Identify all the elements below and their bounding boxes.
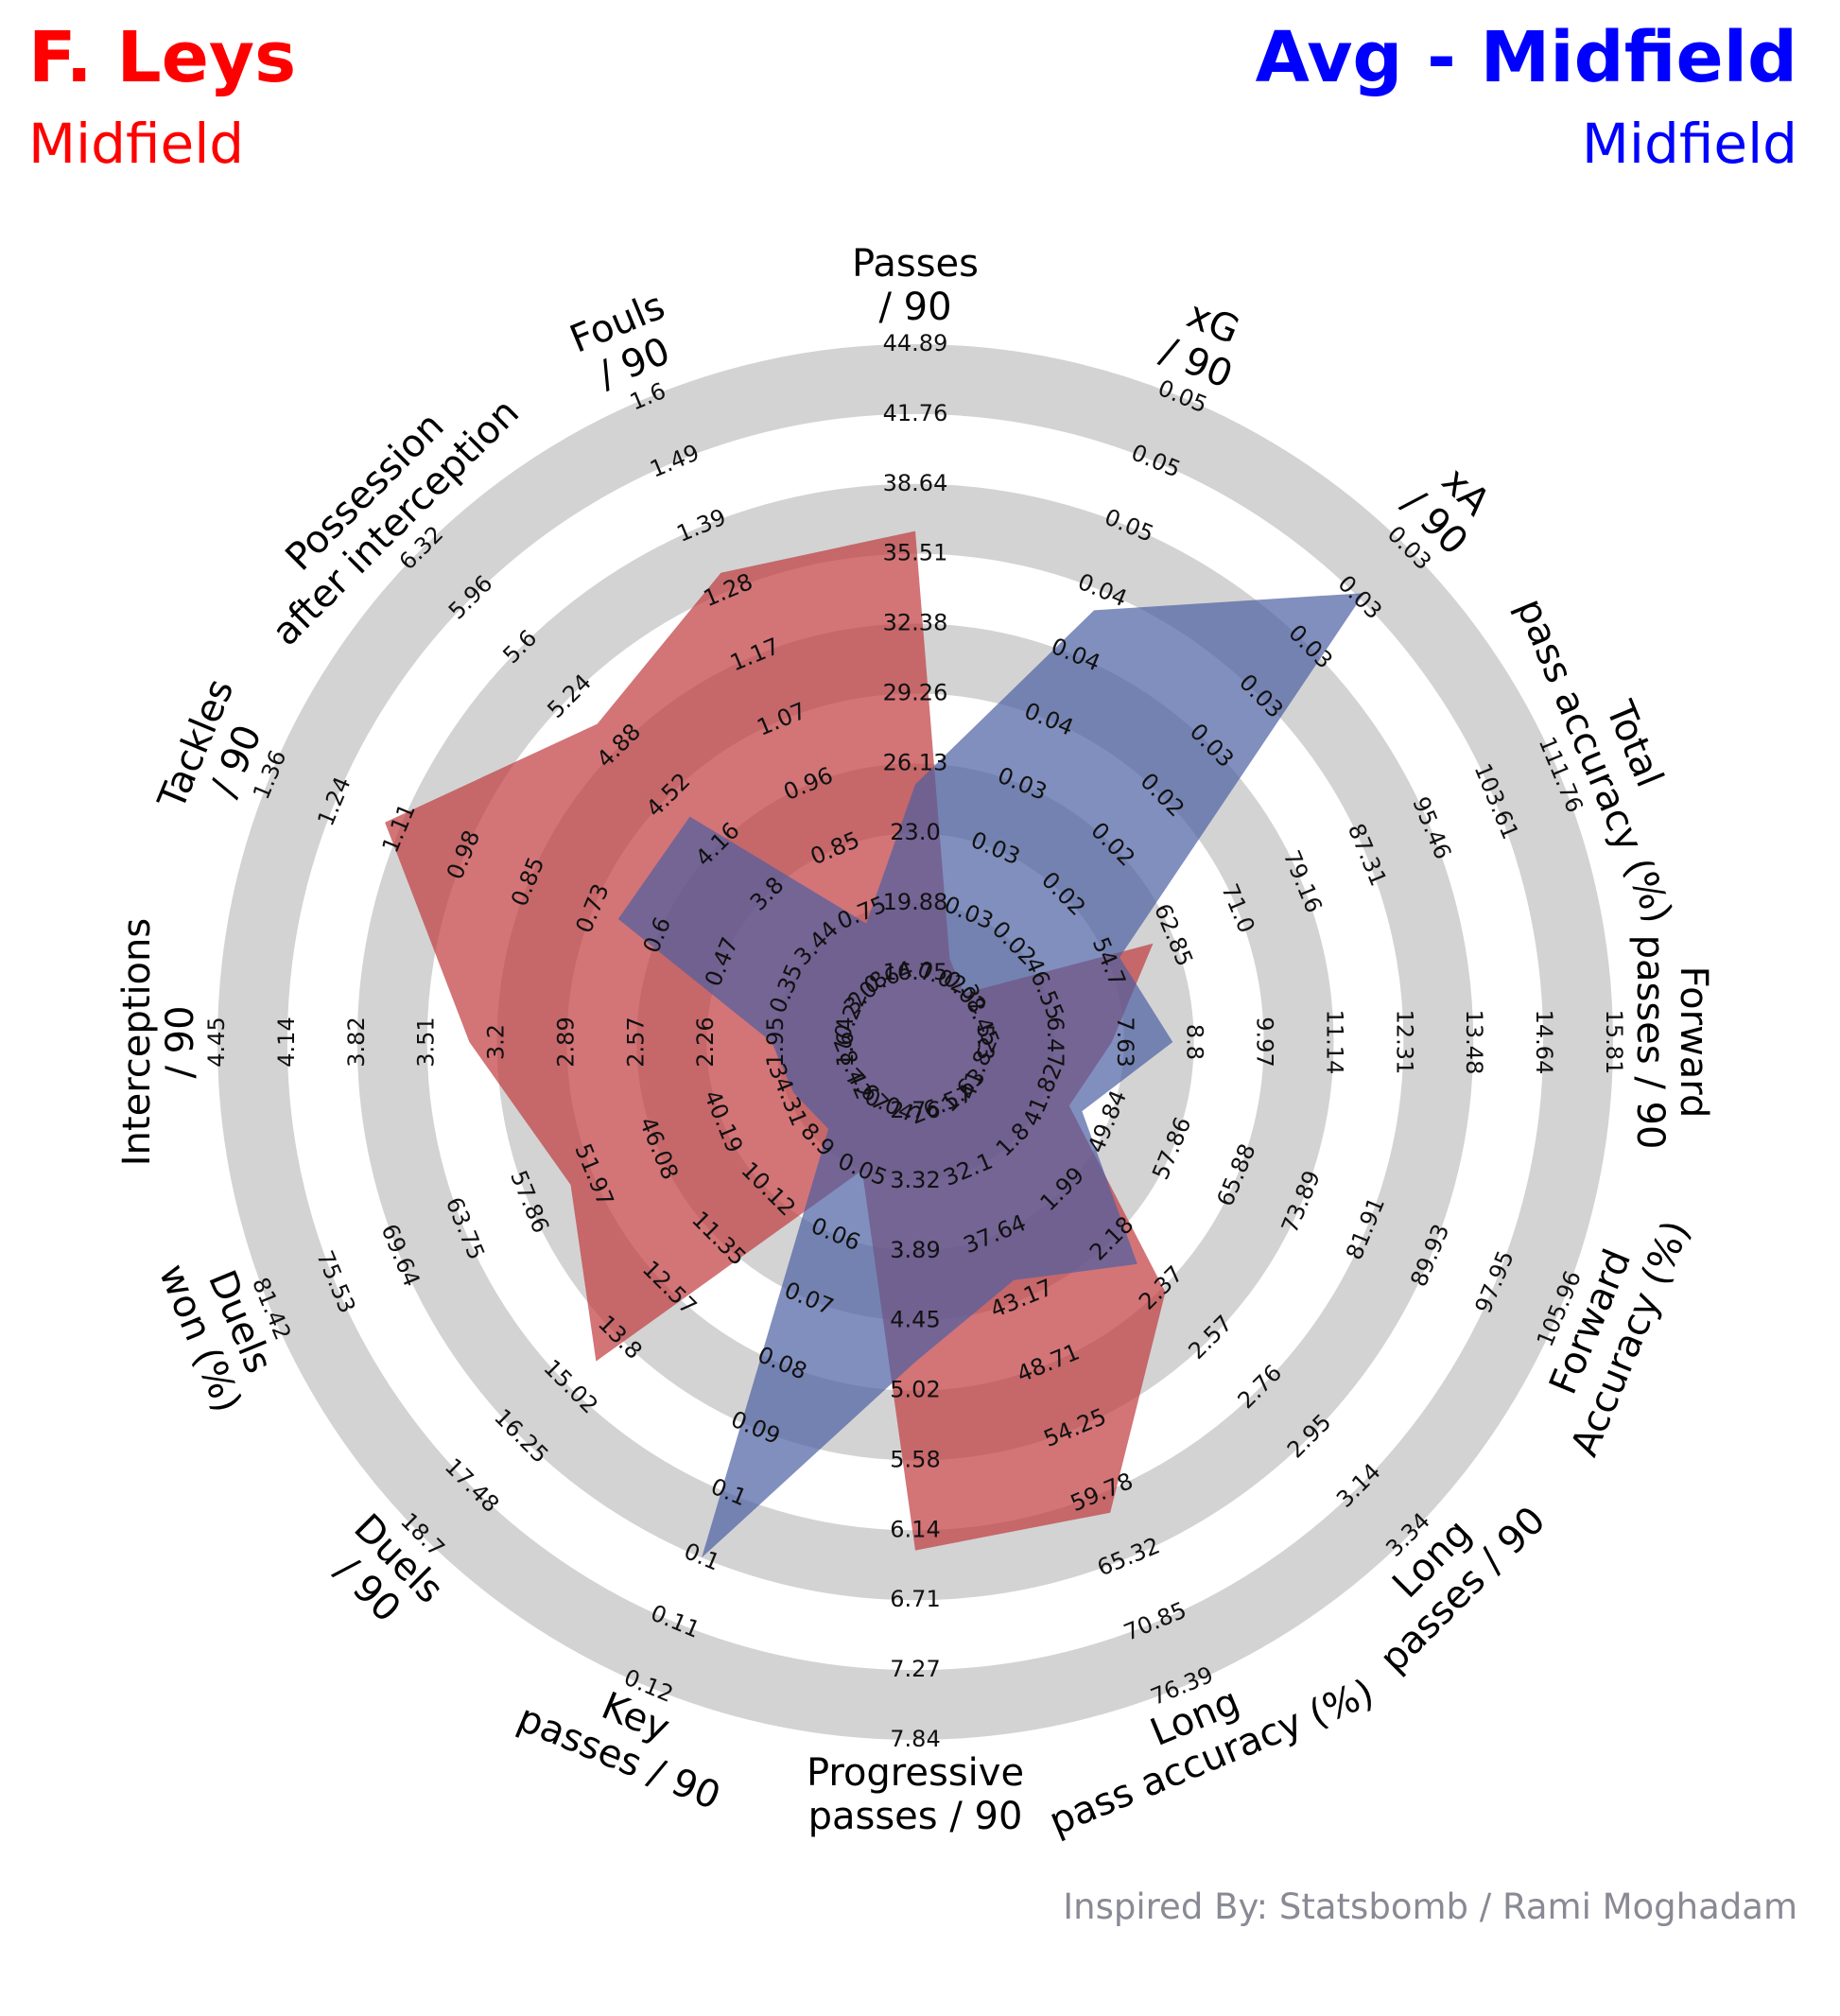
tick-label: 2.76 xyxy=(890,1097,940,1123)
param-label-line: passes / 90 xyxy=(808,1795,1023,1838)
tick-label: 14.64 xyxy=(1531,1010,1557,1075)
tick-label: 16.75 xyxy=(883,959,948,985)
radar-ring xyxy=(356,483,1474,1601)
credit-text: Inspired By: Statsbomb / Rami Moghadam xyxy=(1063,1886,1797,1927)
tick-label: 1.95 xyxy=(762,1017,789,1067)
tick-label: 6.14 xyxy=(890,1516,940,1542)
tick-label: 23.0 xyxy=(890,819,940,845)
tick-label: 2.57 xyxy=(622,1017,649,1067)
average-name: Avg - Midfield xyxy=(1255,17,1797,98)
tick-label: 2.89 xyxy=(552,1017,579,1067)
param-label-line: Interceptions xyxy=(115,918,159,1166)
tick-label: 4.45 xyxy=(203,1017,230,1067)
param-label: Interceptions/ 90 xyxy=(115,918,202,1166)
param-label-line: / 90 xyxy=(878,286,951,329)
tick-label: 7.27 xyxy=(890,1656,940,1682)
tick-label: 5.02 xyxy=(890,1377,940,1403)
tick-label: 19.88 xyxy=(883,889,948,915)
average-position: Midfield xyxy=(1581,112,1797,176)
tick-label: 3.2 xyxy=(483,1024,510,1060)
tick-label: 5.58 xyxy=(890,1446,940,1472)
tick-label: 13.48 xyxy=(1461,1010,1487,1075)
player-name: F. Leys xyxy=(28,17,297,98)
param-label: Passes/ 90 xyxy=(852,242,979,329)
radar-ring xyxy=(217,344,1613,1740)
tick-label: 2.26 xyxy=(692,1017,719,1067)
tick-label: 11.14 xyxy=(1321,1010,1347,1075)
tick-label: 3.89 xyxy=(890,1237,940,1263)
param-label-line: Forward xyxy=(1672,966,1715,1119)
tick-label: 44.89 xyxy=(883,330,948,356)
param-label-line: / 90 xyxy=(159,1005,202,1078)
tick-label: 32.38 xyxy=(883,610,948,636)
tick-label: 6.47 xyxy=(1042,1017,1068,1067)
tick-label: 7.84 xyxy=(890,1726,940,1752)
tick-label: 8.8 xyxy=(1182,1024,1208,1060)
param-label-line: Progressive xyxy=(807,1751,1024,1795)
tick-label: 4.14 xyxy=(273,1017,300,1067)
tick-label: 4.45 xyxy=(890,1307,940,1333)
player-position: Midfield xyxy=(28,112,245,176)
tick-label: 12.31 xyxy=(1391,1010,1417,1075)
tick-label: 9.97 xyxy=(1252,1017,1278,1067)
tick-label: 38.64 xyxy=(883,470,948,496)
average-polygon xyxy=(617,593,1364,1558)
tick-label: 6.71 xyxy=(890,1586,940,1612)
param-label: Fouls/ 90 xyxy=(564,285,676,398)
tick-label: 5.3 xyxy=(972,1024,998,1060)
tick-label: 3.32 xyxy=(890,1167,940,1193)
tick-label: 35.51 xyxy=(883,540,948,566)
tick-label: 26.13 xyxy=(883,749,948,775)
tick-label: 41.76 xyxy=(883,400,948,426)
tick-label: 29.26 xyxy=(883,679,948,705)
tick-label: 3.82 xyxy=(343,1017,370,1067)
tick-label: 3.51 xyxy=(413,1017,440,1067)
tick-label: 7.63 xyxy=(1112,1017,1138,1067)
param-label-line: Passes xyxy=(852,242,979,286)
tick-label: 15.81 xyxy=(1601,1010,1627,1075)
param-label-line: passes / 90 xyxy=(1628,935,1672,1150)
tick-label: 1.64 xyxy=(832,1017,859,1067)
